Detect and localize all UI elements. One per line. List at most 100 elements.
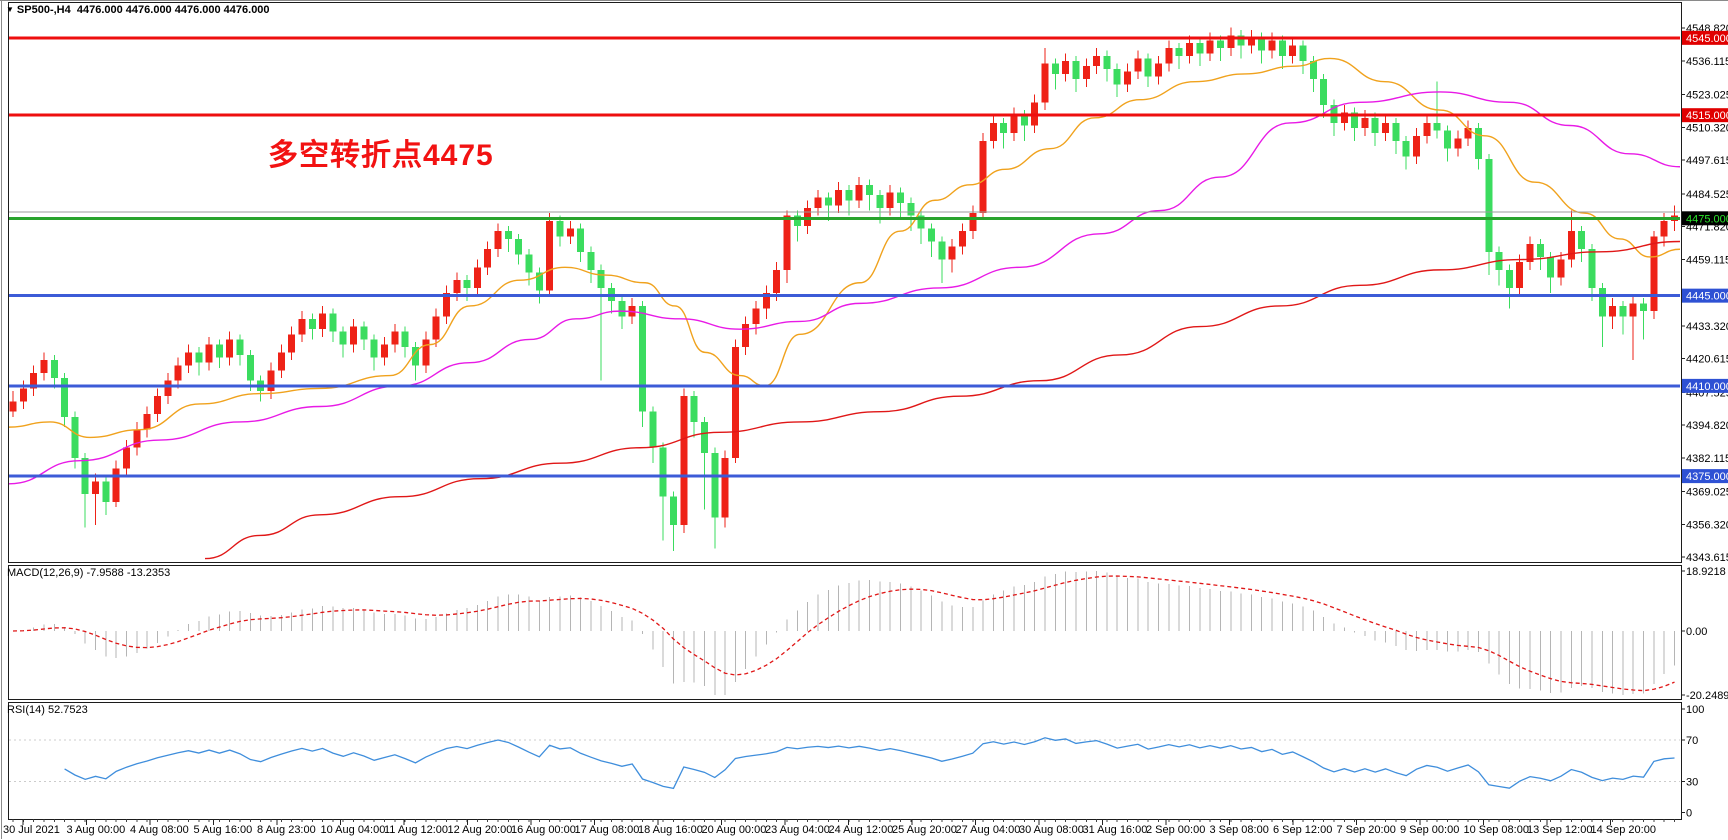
candle (546, 213, 554, 296)
axis-label: 16 Aug 00:00 (511, 824, 576, 836)
candle (494, 223, 502, 257)
candle (1113, 63, 1121, 98)
candle (1516, 254, 1524, 296)
axis-label: 6 Sep 12:00 (1273, 824, 1332, 836)
candle (257, 375, 265, 402)
candle (731, 339, 739, 464)
candle (1278, 35, 1286, 69)
candle (1237, 30, 1245, 59)
candle (948, 238, 956, 273)
axis-label: 27 Aug 04:00 (956, 824, 1021, 836)
candle (793, 210, 801, 242)
axis-label: 0.00 (1686, 626, 1707, 638)
symbol-dropdown-icon[interactable]: ▼ (6, 5, 14, 14)
axis-label: 24 Aug 12:00 (829, 824, 894, 836)
candle (979, 133, 987, 219)
axis-label: 4484.525 (1686, 189, 1728, 201)
axis-label: 30 (1686, 776, 1698, 788)
price-axis[interactable]: 4548.8204536.1154523.0254510.3204497.615… (1681, 23, 1728, 564)
horizontal-level-lines[interactable] (9, 36, 1680, 478)
macd-axis[interactable]: 18.9218 0.00 -20.2489 (1681, 566, 1728, 702)
candle (71, 411, 79, 469)
candle (174, 357, 182, 389)
candle (442, 285, 450, 325)
candle (855, 177, 863, 208)
candle (81, 452, 89, 528)
candle (700, 416, 708, 510)
candle (1526, 236, 1534, 270)
axis-label: 4445.000 (1686, 291, 1728, 303)
axis-label: 30 Jul 2021 (3, 824, 60, 836)
candle (350, 318, 358, 353)
candle (1175, 43, 1183, 69)
price-tag-4545.000: 4545.000 (1682, 30, 1728, 45)
candle (123, 440, 131, 477)
candle (102, 476, 110, 515)
candle (153, 388, 161, 422)
candle (1443, 125, 1451, 162)
candle (762, 285, 770, 319)
main-pane-border (8, 2, 1682, 563)
axis-label: 2 Sep 00:00 (1146, 824, 1205, 836)
candle (391, 324, 399, 353)
candle (112, 460, 120, 508)
candle (1062, 53, 1070, 82)
axis-label: 4536.115 (1686, 56, 1728, 68)
candle (319, 305, 327, 337)
candle (133, 421, 141, 456)
axis-label: 7 Sep 20:00 (1337, 824, 1396, 836)
axis-label: 12 Aug 20:00 (448, 824, 513, 836)
candle (886, 184, 894, 216)
axis-label: 10 Aug 04:00 (321, 824, 386, 836)
candle (835, 182, 843, 214)
candle (92, 473, 100, 526)
price-tag-4445.000: 4445.000 (1682, 288, 1728, 303)
axis-label: 3 Aug 00:00 (67, 824, 126, 836)
candle (649, 406, 657, 464)
candle (618, 295, 626, 330)
candle (339, 326, 347, 358)
candle (917, 210, 925, 245)
axis-label: 4433.320 (1686, 321, 1728, 333)
candle (1124, 63, 1132, 92)
candle (1165, 40, 1173, 72)
candle (329, 308, 337, 343)
axis-label: 4343.615 (1686, 552, 1728, 564)
candle (1000, 117, 1008, 149)
candle (422, 331, 430, 373)
candle (1485, 153, 1493, 276)
candle (381, 336, 389, 366)
candle (556, 215, 564, 247)
time-axis[interactable]: 30 Jul 2021 3 Aug 00:00 4 Aug 08:00 5 Aug 1… (3, 819, 1676, 837)
candle (535, 267, 543, 304)
price-tag-4410.000: 4410.000 (1682, 378, 1728, 393)
axis-label: 4410.000 (1686, 381, 1728, 393)
rsi-pane-border (8, 702, 1682, 820)
candle (1578, 226, 1586, 263)
macd-histogram (22, 570, 1676, 696)
candle (1093, 48, 1101, 74)
axis-label: 4497.615 (1686, 155, 1728, 167)
candle (608, 282, 616, 314)
candle (504, 226, 512, 252)
axis-label: 25 Aug 20:00 (892, 824, 957, 836)
candle (1103, 50, 1111, 82)
candle (205, 336, 213, 371)
candle (721, 450, 729, 528)
axis-label: 4394.820 (1686, 420, 1728, 432)
candle (1495, 246, 1503, 286)
candle (1330, 99, 1338, 136)
axis-label: 4382.115 (1686, 453, 1728, 465)
candle (1247, 30, 1255, 54)
candle (639, 300, 647, 428)
candle (1351, 107, 1359, 141)
axis-label: 18 Aug 16:00 (638, 824, 703, 836)
candle (742, 316, 750, 355)
candle (1299, 40, 1307, 74)
candle (61, 372, 69, 428)
axis-label: 4510.320 (1686, 122, 1728, 134)
rsi-axis[interactable]: 100 70 30 0 (1681, 704, 1704, 820)
candle (288, 326, 296, 361)
